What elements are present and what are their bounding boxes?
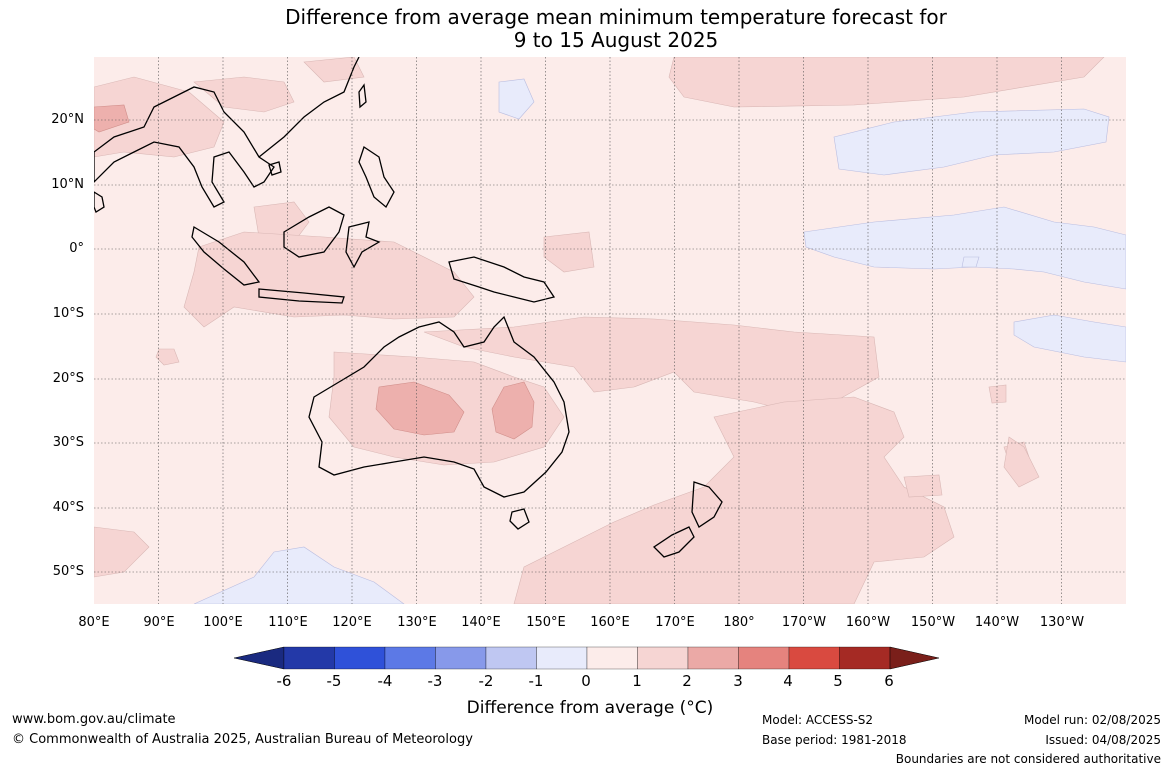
- lat-label-20s: 20°S: [52, 371, 84, 386]
- colorbar-tick: 5: [833, 672, 843, 690]
- java-outline: [258, 288, 345, 304]
- colorbar-cell: [586, 646, 638, 670]
- colorbar-tick: -4: [377, 672, 393, 690]
- colorbar-cell: [334, 646, 386, 670]
- lon-label-170w: 170°W: [781, 615, 827, 630]
- colorbar-cell: [384, 646, 436, 670]
- lon-label-150w: 150°W: [910, 615, 956, 630]
- map-title-line-1: Difference from average mean minimum tem…: [285, 5, 947, 29]
- land-outlines: [94, 57, 723, 558]
- colorbar-cell: [738, 646, 790, 670]
- lon-label-130e: 130°E: [397, 615, 437, 630]
- lat-label-20n: 20°N: [51, 112, 84, 127]
- tasmania-outline: [509, 508, 530, 530]
- base-period: Base period: 1981-2018: [762, 733, 907, 747]
- new-zealand-north-outline: [691, 481, 723, 528]
- colorbar-tick: -5: [326, 672, 342, 690]
- anomaly-band-1-to-2: [94, 57, 1105, 604]
- website-link[interactable]: www.bom.gov.au/climate: [12, 712, 176, 727]
- sulawesi-outline: [345, 221, 381, 269]
- colorbar-tick: -1: [528, 672, 544, 690]
- lon-label-80e: 80°E: [78, 615, 110, 630]
- lon-label-90e: 90°E: [143, 615, 175, 630]
- colorbar-cell: [485, 646, 537, 670]
- model-run-date: Model run: 02/08/2025: [1023, 713, 1161, 727]
- lat-label-10s: 10°S: [52, 306, 84, 321]
- colorbar-tick: 1: [632, 672, 642, 690]
- lat-label-50s: 50°S: [52, 564, 84, 579]
- map-title-line-2: 9 to 15 August 2025: [513, 28, 719, 52]
- new-zealand-south-outline: [652, 526, 695, 558]
- lat-label-40s: 40°S: [52, 500, 84, 515]
- lat-label-30s: 30°S: [52, 435, 84, 450]
- anomaly-band-neg1-to-0: [193, 78, 1126, 604]
- colorbar-cells: [283, 646, 891, 670]
- lon-label-150e: 150°E: [526, 615, 566, 630]
- boundaries-disclaimer: Boundaries are not considered authoritat…: [895, 752, 1161, 766]
- sri-lanka-outline: [94, 191, 105, 213]
- colorbar-tick: 3: [733, 672, 743, 690]
- lon-label-170e: 170°E: [655, 615, 695, 630]
- lat-label-10n: 10°N: [51, 177, 84, 192]
- lat-label-0: 0°: [69, 241, 84, 256]
- colorbar-label: Difference from average (°C): [466, 698, 714, 718]
- colorbar-tick: -2: [478, 672, 494, 690]
- colorbar-cell: [536, 646, 588, 670]
- lon-label-140e: 140°E: [461, 615, 501, 630]
- colorbar-tick: 0: [581, 672, 591, 690]
- colorbar-cell: [283, 646, 335, 670]
- lon-label-130w: 130°W: [1039, 615, 1085, 630]
- colorbar-cell: [839, 646, 891, 670]
- model-name: Model: ACCESS-S2: [762, 713, 874, 727]
- lon-label-180: 180°: [723, 615, 755, 630]
- colorbar-cell: [637, 646, 689, 670]
- colorbar-tick: 6: [884, 672, 894, 690]
- new-guinea-outline: [448, 256, 556, 303]
- forecast-map: [94, 57, 1126, 604]
- anomaly-band-2-to-3: [94, 104, 535, 440]
- lon-label-100e: 100°E: [203, 615, 243, 630]
- copyright-text: © Commonwealth of Australia 2025, Austra…: [12, 732, 473, 747]
- colorbar-cell: [435, 646, 487, 670]
- colorbar-tick: -3: [427, 672, 443, 690]
- colorbar-low-extend: [234, 646, 285, 670]
- taiwan-outline: [358, 83, 367, 109]
- colorbar-tick: 2: [682, 672, 692, 690]
- colorbar-cell: [687, 646, 739, 670]
- colorbar: [234, 646, 940, 670]
- colorbar-cell: [788, 646, 840, 670]
- sumatra-outline: [191, 225, 261, 286]
- lon-label-160e: 160°E: [590, 615, 630, 630]
- australia-outline: [308, 315, 570, 498]
- lon-label-140w: 140°W: [974, 615, 1020, 630]
- colorbar-high-extend: [889, 646, 940, 670]
- philippines-outline: [358, 145, 395, 209]
- hainan-outline: [268, 161, 282, 176]
- lon-label-120e: 120°E: [332, 615, 372, 630]
- issued-date: Issued: 04/08/2025: [1045, 733, 1161, 747]
- lon-label-110e: 110°E: [268, 615, 308, 630]
- borneo-outline: [283, 206, 345, 258]
- graticule: [94, 57, 1126, 604]
- china-coast-outline: [258, 57, 360, 158]
- colorbar-tick: -6: [276, 672, 292, 690]
- colorbar-tick: 4: [783, 672, 793, 690]
- lon-label-160w: 160°W: [845, 615, 891, 630]
- asia-mainland-outline: [94, 86, 275, 208]
